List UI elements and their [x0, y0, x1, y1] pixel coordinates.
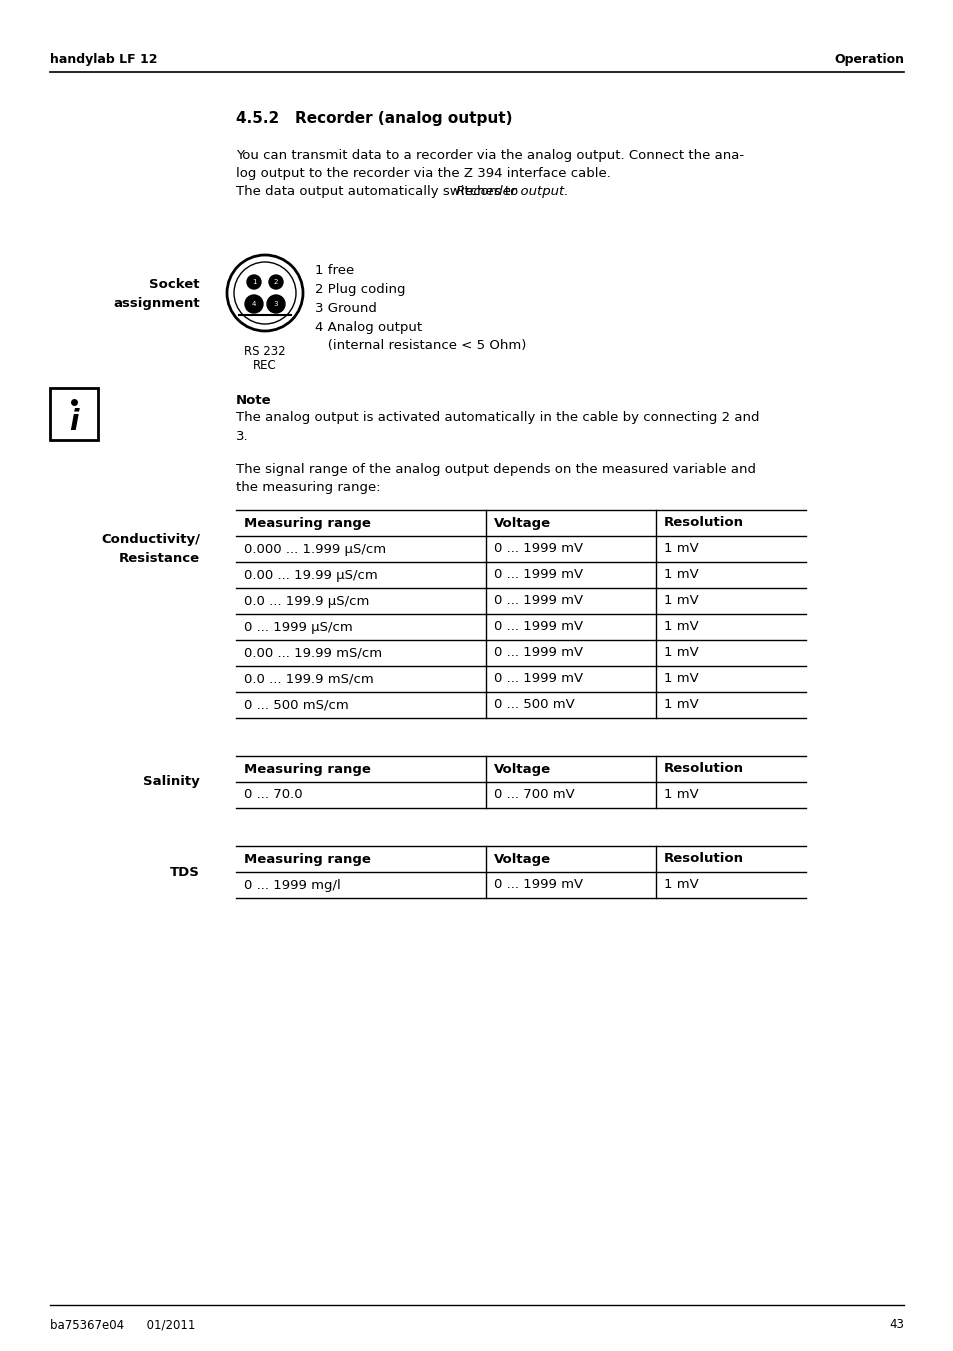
Text: Resolution: Resolution [663, 762, 743, 775]
Text: The analog output is activated automatically in the cable by connecting 2 and: The analog output is activated automatic… [235, 412, 759, 424]
Text: the measuring range:: the measuring range: [235, 481, 380, 494]
Circle shape [247, 276, 261, 289]
Text: 0 ... 500 mS/cm: 0 ... 500 mS/cm [244, 698, 349, 712]
Text: 1: 1 [252, 280, 256, 285]
Text: RS 232: RS 232 [244, 345, 286, 358]
Text: 4 Analog output: 4 Analog output [314, 320, 421, 334]
Text: 0.0 ... 199.9 mS/cm: 0.0 ... 199.9 mS/cm [244, 673, 374, 685]
Text: Measuring range: Measuring range [244, 762, 371, 775]
Text: 1 mV: 1 mV [663, 647, 698, 659]
Text: 1 mV: 1 mV [663, 673, 698, 685]
Text: 0 ... 1999 mV: 0 ... 1999 mV [494, 620, 582, 634]
Text: The data output automatically switches to: The data output automatically switches t… [235, 185, 522, 197]
Text: Voltage: Voltage [494, 762, 551, 775]
Text: REC: REC [253, 359, 276, 372]
Circle shape [267, 295, 285, 313]
Text: TDS: TDS [170, 866, 200, 878]
Text: Note: Note [235, 393, 272, 407]
Text: Resistance: Resistance [119, 551, 200, 565]
Text: Resolution: Resolution [663, 852, 743, 866]
Text: Measuring range: Measuring range [244, 852, 371, 866]
Text: You can transmit data to a recorder via the analog output. Connect the ana-: You can transmit data to a recorder via … [235, 149, 743, 162]
Text: 0 ... 1999 mg/l: 0 ... 1999 mg/l [244, 878, 340, 892]
Text: 0.0 ... 199.9 µS/cm: 0.0 ... 199.9 µS/cm [244, 594, 369, 608]
Text: 1 mV: 1 mV [663, 594, 698, 608]
Text: assignment: assignment [113, 296, 200, 309]
Text: Resolution: Resolution [663, 516, 743, 530]
Text: 0 ... 500 mV: 0 ... 500 mV [494, 698, 574, 712]
Text: 1 mV: 1 mV [663, 569, 698, 581]
Text: Voltage: Voltage [494, 852, 551, 866]
Bar [50, 388, 98, 440]
Text: Measuring range: Measuring range [244, 516, 371, 530]
Text: handylab LF 12: handylab LF 12 [50, 54, 157, 66]
Text: Operation: Operation [833, 54, 903, 66]
Circle shape [245, 295, 263, 313]
Text: The signal range of the analog output depends on the measured variable and: The signal range of the analog output de… [235, 463, 755, 477]
Text: 4.5.2   Recorder (analog output): 4.5.2 Recorder (analog output) [235, 111, 512, 126]
Text: 0 ... 1999 mV: 0 ... 1999 mV [494, 878, 582, 892]
Text: Recorder output.: Recorder output. [456, 185, 568, 197]
Circle shape [269, 276, 283, 289]
Text: i: i [70, 408, 79, 436]
Text: 0 ... 1999 µS/cm: 0 ... 1999 µS/cm [244, 620, 353, 634]
Text: 4: 4 [252, 301, 256, 307]
Text: 1 mV: 1 mV [663, 543, 698, 555]
Text: Voltage: Voltage [494, 516, 551, 530]
Text: 1 mV: 1 mV [663, 620, 698, 634]
Text: 0 ... 1999 mV: 0 ... 1999 mV [494, 673, 582, 685]
Text: 0 ... 1999 mV: 0 ... 1999 mV [494, 647, 582, 659]
Text: 3.: 3. [235, 430, 249, 443]
Text: 0 ... 700 mV: 0 ... 700 mV [494, 789, 574, 801]
Text: 43: 43 [888, 1319, 903, 1332]
Text: 3: 3 [274, 301, 278, 307]
Text: 1 mV: 1 mV [663, 789, 698, 801]
Text: 2 Plug coding: 2 Plug coding [314, 282, 405, 296]
Text: (internal resistance < 5 Ohm): (internal resistance < 5 Ohm) [314, 339, 526, 353]
Text: 0.00 ... 19.99 µS/cm: 0.00 ... 19.99 µS/cm [244, 569, 377, 581]
Text: 0 ... 70.0: 0 ... 70.0 [244, 789, 302, 801]
Text: 0 ... 1999 mV: 0 ... 1999 mV [494, 569, 582, 581]
Text: 3 Ground: 3 Ground [314, 301, 376, 315]
Text: log output to the recorder via the Z 394 interface cable.: log output to the recorder via the Z 394… [235, 166, 610, 180]
Text: ba75367e04      01/2011: ba75367e04 01/2011 [50, 1319, 195, 1332]
Text: 2: 2 [274, 280, 278, 285]
Text: 1 mV: 1 mV [663, 878, 698, 892]
Text: 0 ... 1999 mV: 0 ... 1999 mV [494, 594, 582, 608]
Text: 0.000 ... 1.999 µS/cm: 0.000 ... 1.999 µS/cm [244, 543, 386, 555]
Text: 0.00 ... 19.99 mS/cm: 0.00 ... 19.99 mS/cm [244, 647, 382, 659]
Text: 0 ... 1999 mV: 0 ... 1999 mV [494, 543, 582, 555]
Text: Salinity: Salinity [143, 775, 200, 789]
Text: 1 free: 1 free [314, 263, 354, 277]
Text: Conductivity/: Conductivity/ [101, 534, 200, 547]
Text: Socket: Socket [150, 278, 200, 292]
Text: 1 mV: 1 mV [663, 698, 698, 712]
